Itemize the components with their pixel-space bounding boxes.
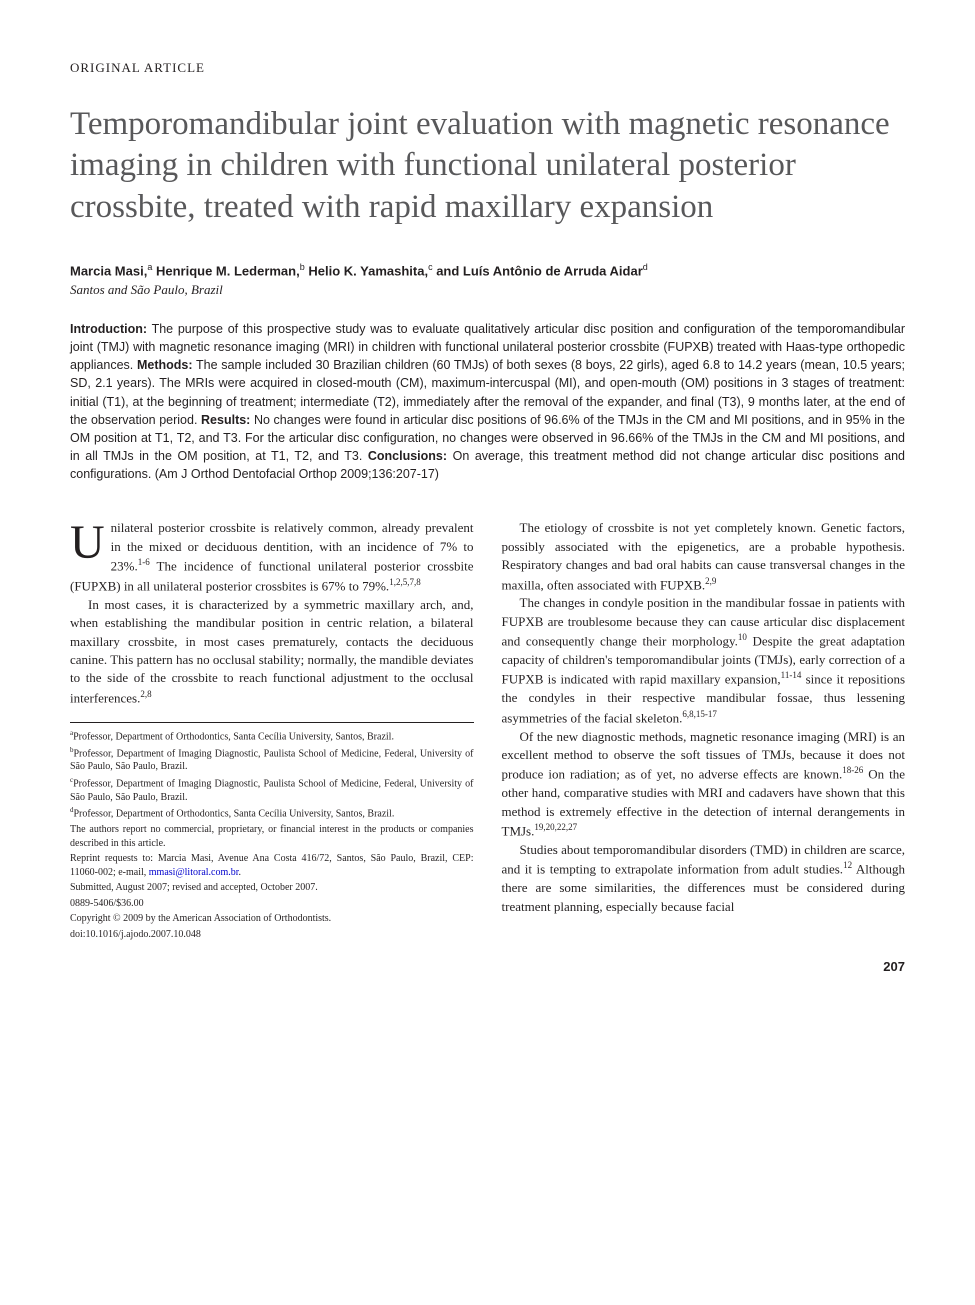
footnotes: aProfessor, Department of Orthodontics, … (70, 722, 474, 941)
fn-submitted: Submitted, August 2007; revised and acce… (70, 881, 474, 895)
p3-sup: 2,9 (705, 576, 716, 586)
p4-sup1: 10 (738, 632, 747, 642)
dropcap: U (70, 519, 111, 564)
fn-copyright: Copyright © 2009 by the American Associa… (70, 912, 474, 926)
abstract-results-label: Results: (201, 413, 250, 427)
p5-sup1: 18-26 (842, 765, 863, 775)
author-2: Henrique M. Lederman, (156, 263, 300, 278)
page-number: 207 (70, 959, 905, 974)
article-type: ORIGINAL ARTICLE (70, 60, 905, 76)
fn-disclosure: The authors report no commercial, propri… (70, 823, 474, 850)
article-title: Temporomandibular joint evaluation with … (70, 104, 905, 228)
authors-line: Marcia Masi,a Henrique M. Lederman,b Hel… (70, 262, 905, 278)
p2-sup: 2,8 (140, 689, 151, 699)
fn-d-text: Professor, Department of Orthodontics, S… (74, 809, 395, 820)
para-1: Unilateral posterior crossbite is relati… (70, 519, 474, 595)
abstract-intro-label: Introduction: (70, 322, 147, 336)
p1-sup1: 1-6 (138, 557, 150, 567)
fn-c: cProfessor, Department of Imaging Diagno… (70, 776, 474, 804)
p6-sup: 12 (843, 860, 852, 870)
fn-b-text: Professor, Department of Imaging Diagnos… (70, 748, 474, 773)
para-3: The etiology of crossbite is not yet com… (502, 519, 906, 594)
fn-b: bProfessor, Department of Imaging Diagno… (70, 746, 474, 774)
fn-a-text: Professor, Department of Orthodontics, S… (73, 731, 394, 742)
fn-a: aProfessor, Department of Orthodontics, … (70, 729, 474, 744)
fn-issn: 0889-5406/$36.00 (70, 897, 474, 911)
author-3: Helio K. Yamashita, (308, 263, 428, 278)
affiliation-location: Santos and São Paulo, Brazil (70, 282, 905, 298)
fn-d: dProfessor, Department of Orthodontics, … (70, 806, 474, 821)
para-2: In most cases, it is characterized by a … (70, 596, 474, 708)
left-column: Unilateral posterior crossbite is relati… (70, 519, 474, 943)
para-4: The changes in condyle position in the m… (502, 594, 906, 727)
author-2-sup: b (300, 262, 305, 272)
para-6: Studies about temporomandibular disorder… (502, 841, 906, 916)
abstract: Introduction: The purpose of this prospe… (70, 320, 905, 483)
p1-sup2: 1,2,5,7,8 (389, 577, 421, 587)
right-column: The etiology of crossbite is not yet com… (502, 519, 906, 943)
p4-sup3: 6,8,15-17 (682, 709, 717, 719)
author-1-sup: a (147, 262, 152, 272)
fn-doi: doi:10.1016/j.ajodo.2007.10.048 (70, 928, 474, 942)
author-3-sup: c (428, 262, 433, 272)
author-4: and Luís Antônio de Arruda Aidar (436, 263, 643, 278)
author-4-sup: d (643, 262, 648, 272)
author-1: Marcia Masi, (70, 263, 147, 278)
fn-reprint: Reprint requests to: Marcia Masi, Avenue… (70, 852, 474, 879)
abstract-concl-label: Conclusions: (368, 449, 447, 463)
para-5: Of the new diagnostic methods, magnetic … (502, 728, 906, 841)
p3a: The etiology of crossbite is not yet com… (502, 520, 906, 592)
fn-reprint-email[interactable]: mmasi@litoral.com.br (149, 867, 239, 878)
p4-sup2: 11-14 (781, 670, 802, 680)
fn-reprint-a: Reprint requests to: Marcia Masi, Avenue… (70, 853, 474, 878)
fn-c-text: Professor, Department of Imaging Diagnos… (70, 778, 474, 803)
abstract-methods-label: Methods: (137, 358, 193, 372)
body-columns: Unilateral posterior crossbite is relati… (70, 519, 905, 943)
fn-reprint-b: . (239, 867, 242, 878)
p2a: In most cases, it is characterized by a … (70, 597, 474, 706)
p5-sup2: 19,20,22,27 (534, 822, 577, 832)
